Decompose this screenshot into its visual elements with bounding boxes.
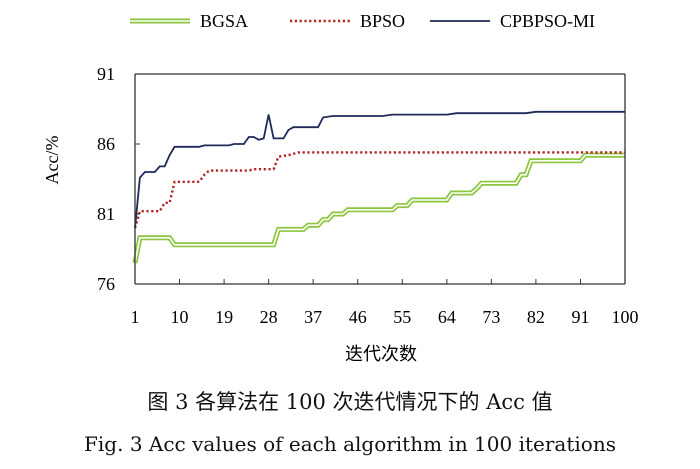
y-tick-label: 76 bbox=[97, 274, 115, 294]
x-tick-label: 19 bbox=[215, 307, 233, 327]
x-tick-label: 64 bbox=[438, 307, 456, 327]
x-tick-label: 91 bbox=[571, 307, 589, 327]
x-axis-label: 迭代次数 bbox=[345, 344, 417, 365]
x-tick-label: 82 bbox=[527, 307, 545, 327]
y-tick-label: 91 bbox=[97, 64, 115, 84]
x-tick-label: 46 bbox=[349, 307, 367, 327]
y-tick-label: 81 bbox=[97, 204, 115, 224]
plot-area bbox=[132, 110, 625, 264]
x-tick-label: 55 bbox=[393, 307, 411, 327]
series-line-cpbpso-mi bbox=[134, 110, 625, 229]
legend-label-bgsa: BGSA bbox=[200, 11, 248, 31]
x-tick-label: 37 bbox=[304, 307, 322, 327]
legend: BGSA BPSO CPBPSO-MI bbox=[130, 11, 595, 31]
figure-caption-english: Fig. 3 Acc values of each algorithm in 1… bbox=[84, 432, 616, 456]
x-tick-label: 28 bbox=[260, 307, 278, 327]
x-tick-label: 10 bbox=[171, 307, 189, 327]
legend-label-bpso: BPSO bbox=[360, 11, 405, 31]
y-axis-label: Acc/% bbox=[42, 136, 62, 185]
series-line-bpso bbox=[133, 151, 625, 229]
series-line-bgsa-inner bbox=[134, 154, 625, 264]
x-tick-label: 100 bbox=[612, 307, 639, 327]
x-tick-label: 73 bbox=[482, 307, 500, 327]
figure-caption-chinese: 图 3 各算法在 100 次迭代情况下的 Acc 值 bbox=[147, 390, 553, 414]
y-tick-label: 86 bbox=[97, 134, 115, 154]
legend-label-cpbpso-mi: CPBPSO-MI bbox=[500, 11, 595, 31]
line-chart: BGSA BPSO CPBPSO-MI 1 10 19 28 37 46 55 64 73 82 91 1… bbox=[42, 11, 639, 365]
axes: 1 10 19 28 37 46 55 64 73 82 91 100 76 81 86 91 bbox=[97, 64, 639, 327]
x-tick-label: 1 bbox=[131, 307, 140, 327]
